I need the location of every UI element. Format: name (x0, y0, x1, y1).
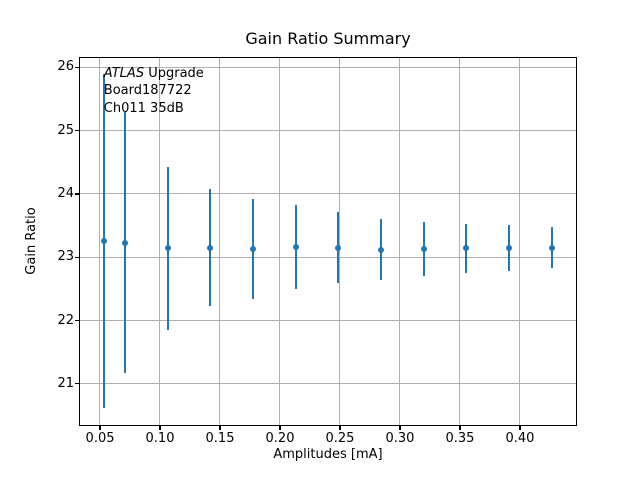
x-tick-label: 0.35 (445, 431, 475, 446)
x-tick-label: 0.25 (325, 431, 355, 446)
x-gridline (279, 57, 281, 425)
data-point (548, 244, 555, 251)
x-gridline (99, 57, 101, 425)
y-gridline (79, 66, 576, 68)
y-tickmark (75, 66, 79, 69)
x-gridline (399, 57, 401, 425)
annotation-line-3: Ch011 35dB (103, 100, 184, 116)
y-tickmark (75, 193, 79, 195)
data-point (100, 238, 107, 245)
x-tickmark (459, 426, 461, 430)
y-tickmark (75, 256, 79, 258)
x-gridline (459, 57, 461, 425)
y-tickmark (75, 383, 79, 385)
annotation-line-2: Board187722 (103, 83, 192, 99)
annotation-upgrade: Upgrade (144, 65, 204, 81)
y-gridline (79, 319, 576, 321)
data-point (506, 245, 513, 252)
x-tick-label: 0.20 (265, 431, 295, 446)
x-tickmark (219, 426, 221, 430)
y-tick-label: 23 (57, 249, 74, 265)
data-point (463, 245, 470, 252)
x-tick-label: 0.30 (385, 431, 415, 446)
x-tickmark (519, 426, 521, 430)
y-tick-label: 24 (57, 186, 74, 202)
x-tick-label: 0.05 (85, 431, 115, 446)
chart-title: Gain Ratio Summary (245, 29, 411, 48)
y-gridline (79, 383, 576, 385)
y-tick-label: 21 (57, 375, 74, 391)
y-gridline (79, 193, 576, 195)
x-gridline (519, 57, 521, 425)
y-gridline (79, 130, 576, 132)
x-tickmark (279, 426, 281, 430)
x-gridline (159, 57, 161, 425)
y-tick-label: 22 (57, 312, 74, 328)
x-tick-label: 0.10 (145, 431, 175, 446)
y-axis-label: Gain Ratio (24, 207, 39, 275)
y-tickmark (75, 319, 79, 322)
plot-area: ATLAS Upgrade Board187722 Ch011 35dB (78, 56, 577, 426)
data-point (420, 245, 427, 252)
x-tick-label: 0.15 (205, 431, 235, 446)
x-tickmark (159, 426, 161, 430)
data-point (292, 243, 299, 250)
x-tickmark (399, 426, 401, 430)
x-tick-label: 0.40 (505, 431, 535, 446)
data-point (207, 244, 214, 251)
data-point (122, 239, 129, 246)
y-gridline (79, 256, 576, 258)
data-point (335, 244, 342, 251)
annotation-line-1: ATLAS Upgrade (104, 65, 204, 83)
x-tickmark (99, 426, 101, 430)
x-axis-label: Amplitudes [mA] (273, 447, 383, 462)
data-point (250, 245, 257, 252)
x-gridline (339, 57, 341, 425)
data-point (164, 245, 171, 252)
data-point (378, 246, 385, 253)
x-gridline (219, 57, 221, 425)
annotation-atlas: ATLAS (103, 65, 145, 81)
y-tick-label: 26 (57, 59, 74, 75)
annotation: ATLAS Upgrade Board187722 Ch011 35dB (104, 65, 204, 118)
y-tick-label: 25 (57, 122, 74, 138)
x-tickmark (339, 426, 341, 430)
y-tickmark (75, 130, 79, 132)
